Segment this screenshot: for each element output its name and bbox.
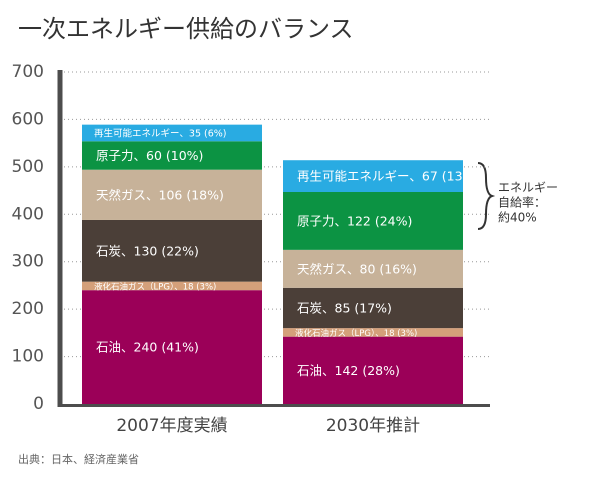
x-tick-label: 2030年推計 bbox=[326, 416, 420, 436]
data-label: 石炭、85 (17%) bbox=[297, 300, 392, 315]
x-tick-label: 2007年度実績 bbox=[116, 416, 227, 436]
annotation: 約40% bbox=[498, 210, 537, 225]
data-label: 液化石油ガス（LPG）、18 (3%) bbox=[295, 328, 417, 339]
y-tick-label: 0 bbox=[33, 394, 44, 414]
data-label: 再生可能エネルギー、35 (6%) bbox=[94, 127, 227, 139]
y-tick-label: 600 bbox=[12, 109, 44, 129]
chart-title: 一次エネルギー供給のバランス bbox=[18, 15, 354, 43]
data-label: 原子力、122 (24%) bbox=[297, 213, 412, 228]
y-tick-label: 500 bbox=[12, 157, 44, 177]
data-label: 原子力、60 (10%) bbox=[96, 148, 203, 163]
bar-segment bbox=[283, 328, 463, 337]
bar-segment bbox=[82, 290, 262, 404]
bar-segment bbox=[283, 336, 463, 404]
data-label: 天然ガス、106 (18%) bbox=[96, 187, 224, 202]
bar-segment bbox=[82, 219, 262, 282]
data-label: 石油、240 (41%) bbox=[96, 340, 199, 355]
y-tick-label: 300 bbox=[12, 252, 44, 272]
bar-segment bbox=[283, 287, 463, 329]
bar-segment bbox=[82, 141, 262, 170]
y-tick-label: 700 bbox=[12, 62, 44, 82]
bar-segment bbox=[283, 160, 463, 192]
y-tick-label: 100 bbox=[12, 347, 44, 367]
y-tick-label: 400 bbox=[12, 204, 44, 224]
annotation: 自給率： bbox=[498, 195, 546, 210]
data-label: 石炭、130 (22%) bbox=[96, 243, 199, 258]
y-tick-label: 200 bbox=[12, 299, 44, 319]
bar-segment bbox=[283, 191, 463, 250]
data-label: 再生可能エネルギー、67 (13%) bbox=[297, 169, 479, 184]
bar-segment bbox=[283, 249, 463, 288]
data-label: 液化石油ガス（LPG）、18 (3%) bbox=[94, 281, 216, 292]
data-label: 天然ガス、80 (16%) bbox=[297, 261, 417, 276]
bar-segment bbox=[82, 281, 262, 291]
bar-segment bbox=[82, 169, 262, 220]
annotation: エネルギー bbox=[498, 181, 558, 195]
bar-segment bbox=[82, 124, 262, 142]
brace bbox=[477, 162, 496, 230]
data-label: 石油、142 (28%) bbox=[297, 363, 400, 378]
source: 出典：日本、経済産業省 bbox=[18, 452, 139, 466]
